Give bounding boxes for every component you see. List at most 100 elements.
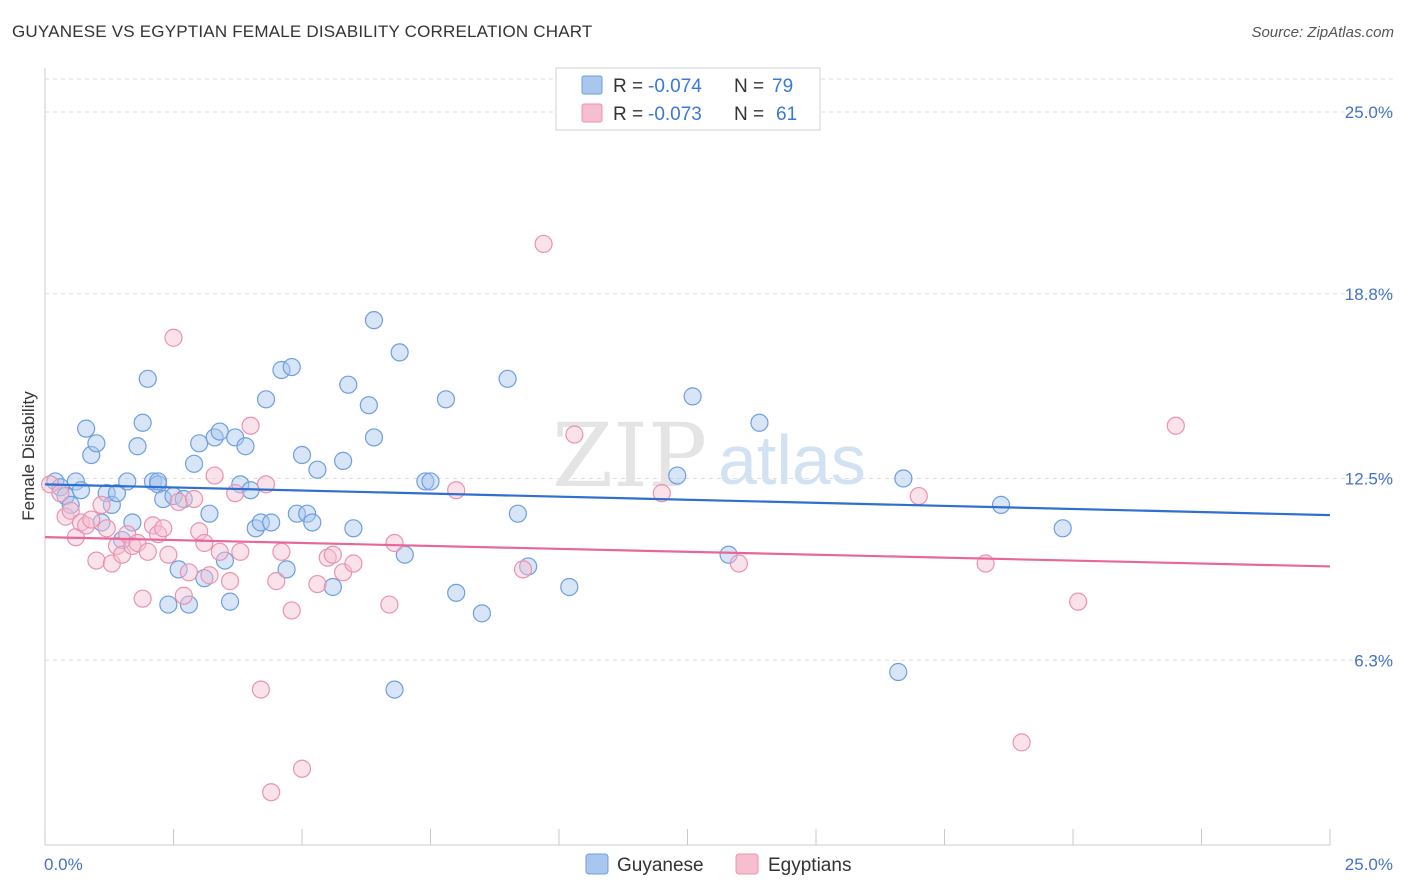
guyanese-point-19	[143, 472, 163, 491]
guyanese-point-44	[277, 560, 296, 579]
guyanese-point-75	[894, 469, 913, 488]
egyptians-point-60	[1069, 592, 1088, 611]
guyanese-point-41	[256, 390, 276, 409]
egyptians-point-18	[138, 542, 157, 561]
guyanese-point-49	[303, 513, 322, 532]
guyanese-point-48	[298, 504, 317, 523]
egyptians-point-17	[133, 589, 152, 608]
guyanese-point-53	[339, 375, 358, 394]
guyanese-point-8	[87, 434, 106, 453]
egyptians-point-34	[226, 484, 245, 503]
egyptians-point-48	[344, 554, 363, 573]
egyptians-point-24	[169, 492, 188, 512]
egyptians-point-40	[267, 572, 286, 591]
guyanese-point-25	[174, 489, 193, 509]
guyanese-point-17	[133, 413, 152, 432]
series-legend: Guyanese Egyptians	[585, 853, 851, 876]
guyanese-point-22	[159, 595, 178, 614]
guyanese-point-26	[179, 595, 199, 614]
legend-swatch-guyanese	[581, 75, 603, 95]
guyanese-point-6	[77, 419, 96, 438]
guyanese-point-27	[184, 454, 204, 473]
egyptians-point-32	[210, 542, 229, 561]
egyptians-point-53	[534, 234, 553, 254]
guyanese-point-67	[508, 504, 527, 523]
egyptians-point-7	[82, 510, 101, 529]
egyptians-point-41	[272, 542, 291, 561]
egyptians-point-59	[1012, 733, 1031, 752]
guyanese-point-3	[61, 495, 80, 514]
egyptians-point-45	[318, 548, 337, 567]
guyanese-point-21	[154, 489, 173, 509]
guyanese-point-74	[889, 662, 908, 682]
guyanese-point-34	[220, 592, 240, 611]
guyanese-point-55	[359, 396, 378, 415]
egyptians-points	[41, 234, 1185, 802]
guyanese-point-15	[123, 513, 142, 532]
egyptians-point-3	[61, 501, 80, 520]
guyanese-point-43	[272, 360, 291, 380]
egyptians-point-52	[513, 560, 533, 579]
guyanese-trendline	[44, 483, 1331, 517]
egyptians-point-51	[447, 481, 466, 500]
egyptians-point-12	[107, 536, 127, 556]
guyanese-point-64	[447, 583, 466, 602]
egyptians-point-1	[51, 484, 70, 503]
guyanese-point-46	[287, 504, 306, 523]
legend-r-value-2: -0.073	[648, 104, 702, 125]
guyanese-point-68	[519, 557, 538, 576]
egyptians-point-30	[200, 566, 219, 585]
watermark-zip: ZIP	[552, 404, 707, 507]
guyanese-point-66	[498, 369, 517, 388]
bottom-legend-label-guyanese: Guyanese	[617, 855, 704, 876]
egyptians-point-8	[87, 551, 106, 570]
egyptians-point-50	[385, 533, 404, 553]
egyptians-point-5	[71, 513, 91, 532]
egyptians-point-9	[92, 495, 111, 514]
egyptians-point-54	[565, 425, 584, 444]
guyanese-point-12	[107, 484, 127, 503]
guyanese-point-16	[128, 437, 147, 456]
guyanese-point-45	[282, 357, 301, 377]
guyanese-point-42	[262, 513, 281, 532]
egyptians-point-44	[308, 574, 327, 594]
guyanese-point-69	[560, 577, 579, 597]
guyanese-point-18	[138, 369, 157, 388]
egyptians-point-25	[174, 586, 193, 605]
guyanese-point-37	[236, 437, 255, 456]
y-tick-label-1: 12.5%	[1345, 469, 1393, 488]
egyptians-point-57	[909, 486, 928, 506]
guyanese-point-47	[292, 445, 312, 465]
x-ticks	[44, 829, 1331, 845]
y-tick-label-3: 25.0%	[1345, 103, 1393, 122]
guyanese-point-31	[205, 428, 224, 447]
x-tick-label-max: 25.0%	[1345, 855, 1393, 874]
grid	[45, 78, 1395, 661]
guyanese-point-11	[102, 495, 121, 514]
egyptians-point-49	[380, 595, 399, 614]
egyptians-point-46	[323, 545, 342, 564]
legend-n-value-2: 61	[776, 104, 797, 125]
guyanese-point-65	[472, 604, 491, 623]
x-tick-label-min: 0.0%	[44, 855, 83, 874]
egyptians-point-37	[251, 680, 270, 699]
guyanese-point-62	[421, 472, 440, 491]
legend-r-label-2: R =	[613, 104, 643, 125]
egyptians-point-22	[159, 545, 178, 564]
bottom-legend-swatch-egyptians	[735, 853, 759, 875]
correlation-legend: R = -0.074 N = 79 R = -0.073 N = 61	[555, 67, 821, 131]
egyptians-point-43	[292, 759, 312, 778]
y-tick-labels: 6.3% 12.5% 18.8% 25.0%	[1345, 103, 1393, 670]
y-tick-label-0: 6.3%	[1354, 651, 1393, 670]
legend-n-value-1: 79	[772, 76, 793, 97]
y-tick-label-2: 18.8%	[1345, 285, 1393, 304]
guyanese-point-40	[251, 513, 270, 532]
guyanese-point-71	[683, 387, 702, 406]
egyptians-point-19	[143, 516, 163, 535]
guyanese-point-59	[390, 343, 409, 362]
guyanese-point-30	[200, 504, 219, 523]
guyanese-point-56	[364, 428, 384, 447]
egyptians-point-56	[729, 554, 749, 573]
guyanese-point-78	[148, 472, 168, 491]
